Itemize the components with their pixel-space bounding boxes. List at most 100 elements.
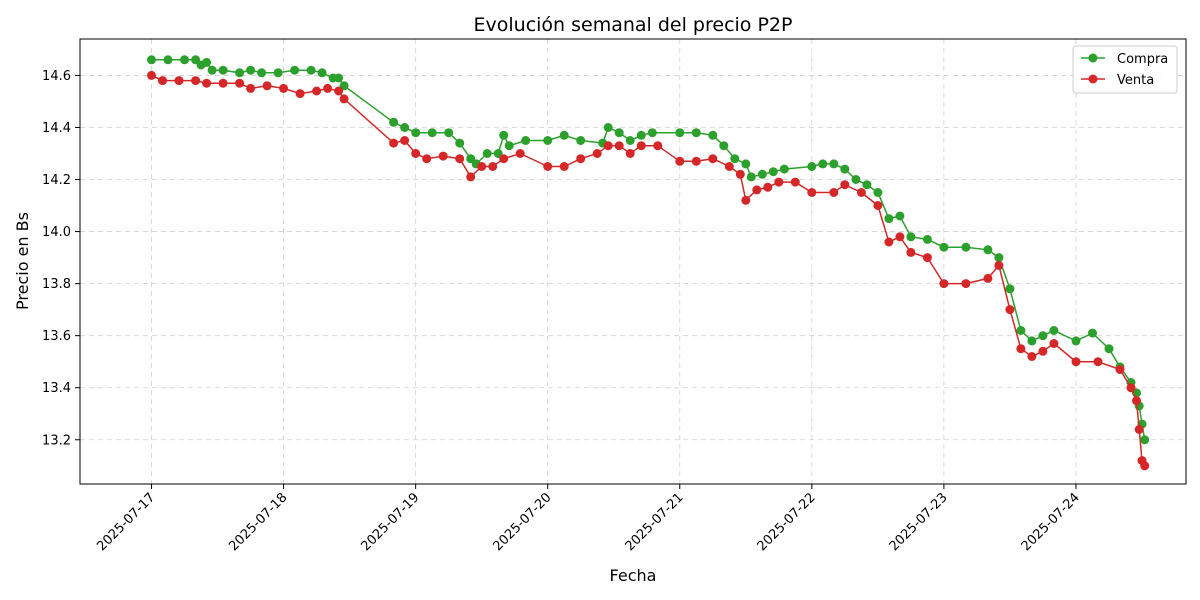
data-point-venta <box>961 279 971 289</box>
data-point-compra <box>411 128 421 138</box>
data-point-venta <box>922 253 932 263</box>
data-point-compra <box>1104 344 1114 354</box>
data-point-venta <box>636 141 646 151</box>
data-point-venta <box>191 76 201 86</box>
y-tick-label: 13.2 <box>42 433 71 448</box>
data-point-venta <box>543 162 553 171</box>
data-point-venta <box>592 149 602 158</box>
data-point-venta <box>218 78 228 88</box>
data-point-compra <box>768 167 778 177</box>
data-point-venta <box>422 154 432 164</box>
data-point-venta <box>1027 352 1037 361</box>
data-point-compra <box>994 253 1004 263</box>
data-point-venta <box>202 78 212 88</box>
y-tick-label: 13.6 <box>42 329 71 344</box>
data-point-compra <box>818 159 828 169</box>
data-point-compra <box>922 234 932 244</box>
series-compra <box>147 55 1150 445</box>
data-point-venta <box>262 81 272 91</box>
data-point-venta <box>1132 396 1141 406</box>
data-point-compra <box>757 169 767 179</box>
data-point-venta <box>1093 357 1103 367</box>
data-point-compra <box>482 149 492 158</box>
data-point-venta <box>389 138 399 148</box>
data-point-compra <box>614 128 624 138</box>
data-point-venta <box>438 151 448 161</box>
data-point-venta <box>455 154 465 164</box>
data-point-compra <box>147 55 156 65</box>
legend-marker-venta <box>1088 74 1098 84</box>
data-point-compra <box>862 180 872 190</box>
data-point-venta <box>295 89 305 99</box>
x-tick-label: 2025-07-19 <box>358 490 422 554</box>
data-point-compra <box>499 130 509 140</box>
data-point-venta <box>603 141 613 151</box>
data-point-venta <box>774 177 784 187</box>
data-point-venta <box>1126 383 1136 393</box>
data-point-venta <box>246 83 256 93</box>
data-point-compra <box>1140 435 1150 445</box>
data-point-venta <box>158 76 167 86</box>
data-point-venta <box>829 188 839 197</box>
data-point-compra <box>906 232 916 242</box>
data-point-compra <box>180 55 189 65</box>
data-point-compra <box>939 242 949 252</box>
plot-frame <box>79 38 1187 485</box>
x-tick-label: 2025-07-17 <box>94 490 158 554</box>
legend-marker-compra <box>1088 53 1098 63</box>
data-point-compra <box>636 130 646 140</box>
legend-label-compra: Compra <box>1117 52 1168 67</box>
data-point-venta <box>994 260 1004 270</box>
data-point-venta <box>515 149 525 158</box>
data-point-compra <box>829 159 839 169</box>
data-point-venta <box>411 149 421 158</box>
data-point-venta <box>1140 461 1150 471</box>
x-tick-label: 2025-07-21 <box>623 490 687 554</box>
y-tick-label: 14.0 <box>42 225 71 240</box>
data-point-venta <box>312 86 322 96</box>
y-tick-label: 13.4 <box>42 381 71 396</box>
data-point-compra <box>444 128 454 138</box>
data-point-compra <box>895 211 905 221</box>
data-point-venta <box>488 162 498 171</box>
data-point-compra <box>521 136 531 145</box>
data-point-compra <box>427 128 437 138</box>
data-point-compra <box>218 65 228 75</box>
data-point-compra <box>1005 284 1015 294</box>
data-point-compra <box>603 123 613 132</box>
x-axis-label: Fecha <box>610 566 657 585</box>
data-point-venta <box>939 279 949 289</box>
y-tick-label: 14.6 <box>42 69 71 84</box>
data-point-compra <box>675 128 685 138</box>
data-point-compra <box>389 117 399 127</box>
x-tick-label: 2025-07-23 <box>887 490 951 554</box>
data-point-venta <box>400 136 410 145</box>
data-point-venta <box>477 162 487 171</box>
x-tick-label: 2025-07-20 <box>491 490 555 554</box>
data-point-venta <box>840 180 850 190</box>
plot-area <box>80 39 1186 484</box>
data-point-venta <box>906 247 916 257</box>
data-point-compra <box>691 128 701 138</box>
data-point-venta <box>1071 357 1081 367</box>
data-point-compra <box>1088 328 1097 338</box>
data-point-compra <box>708 130 718 140</box>
data-point-venta <box>856 188 866 197</box>
data-point-venta <box>559 162 569 171</box>
data-point-compra <box>273 68 283 78</box>
data-point-venta <box>895 232 905 242</box>
data-point-compra <box>961 242 971 252</box>
data-point-compra <box>257 68 267 78</box>
data-point-compra <box>334 73 344 83</box>
data-point-compra <box>576 136 586 145</box>
x-tick-label: 2025-07-24 <box>1019 490 1083 554</box>
data-point-compra <box>290 65 300 75</box>
legend-label-venta: Venta <box>1117 73 1154 88</box>
data-point-compra <box>246 65 256 75</box>
data-point-compra <box>625 136 635 145</box>
data-point-compra <box>306 65 316 75</box>
data-point-venta <box>675 156 685 166</box>
data-point-venta <box>1016 344 1026 354</box>
data-point-venta <box>1038 346 1048 356</box>
